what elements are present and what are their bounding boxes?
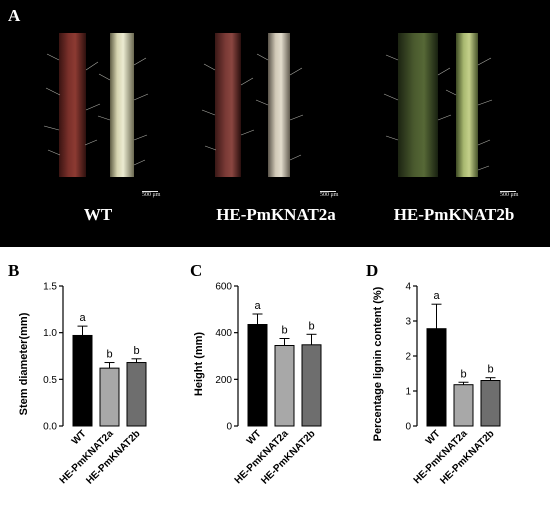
y-axis-label: Percentage lignin content (%) <box>372 286 384 441</box>
scale-bar-1 <box>142 191 158 192</box>
bar <box>453 384 474 427</box>
scale-text-2: 500 μm <box>320 192 339 198</box>
y-tick-label: 0 <box>405 422 411 433</box>
panel-label-b: B <box>8 261 20 280</box>
stem-photographs <box>43 33 493 177</box>
scale-text-1: 500 μm <box>142 192 161 198</box>
knat2a-pale-stem <box>268 33 290 177</box>
significance-letter: b <box>106 349 112 361</box>
bar <box>274 345 295 427</box>
stem-micrograph-panel: A <box>0 0 550 247</box>
y-tick-label: 1.0 <box>43 328 57 339</box>
y-tick-label: 600 <box>215 282 232 293</box>
bar <box>301 344 322 427</box>
significance-letter: a <box>254 300 261 312</box>
y-tick-label: 400 <box>215 328 232 339</box>
y-tick-label: 4 <box>405 282 411 293</box>
y-tick-label: 0.5 <box>43 375 57 386</box>
panel-label-c: C <box>190 261 203 280</box>
y-tick-label: 200 <box>215 375 232 386</box>
category-label: WT <box>424 428 443 447</box>
panel-label-d: D <box>366 261 379 280</box>
bar <box>480 380 501 427</box>
y-axis-label: Stem diameter(mm) <box>18 312 30 415</box>
y-tick-label: 2 <box>405 352 411 363</box>
y-tick-label: 1 <box>405 387 411 398</box>
knat2b-light-stem <box>456 33 478 177</box>
scale-bar-3 <box>500 191 516 192</box>
caption-wt: WT <box>83 205 113 224</box>
y-axis-label: Height (mm) <box>193 332 205 397</box>
wt-pale-stem <box>110 33 134 177</box>
bar <box>247 324 268 427</box>
scale-text-3: 500 μm <box>500 192 519 198</box>
bar <box>72 334 93 427</box>
scale-bar-2 <box>320 191 336 192</box>
category-label: WT <box>245 428 264 447</box>
significance-letter: a <box>79 312 86 324</box>
significance-letter: b <box>487 364 493 376</box>
bar <box>426 328 447 427</box>
caption-he-pmknat2a: HE-PmKNAT2a <box>216 205 336 224</box>
panel-label-a: A <box>8 6 21 25</box>
significance-letter: b <box>308 320 314 332</box>
category-label: WT <box>70 428 89 447</box>
y-tick-label: 3 <box>405 317 411 328</box>
significance-letter: b <box>133 345 139 357</box>
bar <box>99 367 120 427</box>
significance-letter: b <box>281 325 287 337</box>
significance-letter: b <box>460 368 466 380</box>
y-tick-label: 1.5 <box>43 282 57 293</box>
bar <box>126 362 147 427</box>
wt-hairs <box>43 53 149 166</box>
y-tick-label: 0.0 <box>43 422 57 433</box>
knat2b-green-stem <box>398 33 438 177</box>
knat2a-red-stem <box>215 33 241 177</box>
significance-letter: a <box>433 290 440 302</box>
y-tick-label: 0 <box>226 422 232 433</box>
knat2a-hairs <box>201 53 304 161</box>
caption-he-pmknat2b: HE-PmKNAT2b <box>393 205 515 224</box>
knat2b-hairs <box>383 54 493 171</box>
wt-red-stem <box>59 33 86 177</box>
